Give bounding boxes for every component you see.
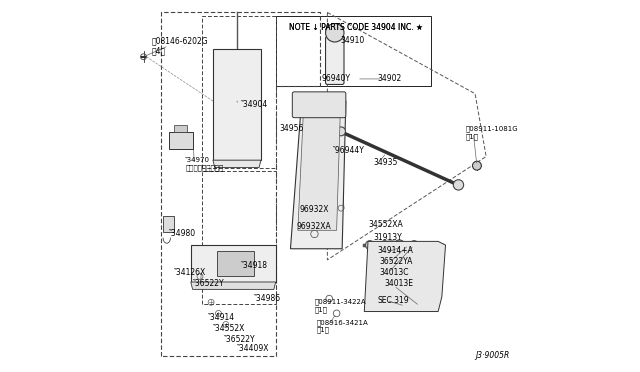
Text: ‶34409X: ‶34409X xyxy=(237,344,269,353)
Circle shape xyxy=(453,180,463,190)
Text: 31913Y: 31913Y xyxy=(374,233,403,242)
Text: 34914+A: 34914+A xyxy=(377,246,413,255)
Text: 34935: 34935 xyxy=(374,157,398,167)
Bar xyxy=(168,132,193,149)
Text: NOTE ↓ PARTS CODE 34904 INC. ★: NOTE ↓ PARTS CODE 34904 INC. ★ xyxy=(289,23,422,32)
Text: ‶34914: ‶34914 xyxy=(207,312,234,321)
Polygon shape xyxy=(191,245,276,282)
Circle shape xyxy=(380,241,389,250)
Text: ‶34918: ‶34918 xyxy=(241,261,268,270)
Text: SEC.319: SEC.319 xyxy=(377,296,409,305)
Text: 36522YA: 36522YA xyxy=(379,257,412,266)
Text: 34902: 34902 xyxy=(377,74,401,83)
Polygon shape xyxy=(213,49,261,160)
Text: ‶34126X: ‶34126X xyxy=(174,268,207,277)
Text: Ⓐ08146-6202G
〰4）: Ⓐ08146-6202G 〰4） xyxy=(152,36,209,55)
Text: ‶34980: ‶34980 xyxy=(168,230,196,238)
Polygon shape xyxy=(291,101,346,249)
Circle shape xyxy=(394,240,404,250)
Text: 34013C: 34013C xyxy=(379,268,408,277)
Text: Ⓚ08916-3421A
（1）: Ⓚ08916-3421A （1） xyxy=(316,319,368,333)
FancyBboxPatch shape xyxy=(292,92,346,118)
Bar xyxy=(216,251,253,276)
Circle shape xyxy=(326,23,344,42)
Text: 34552XA: 34552XA xyxy=(368,220,403,229)
Bar xyxy=(174,125,187,132)
Bar xyxy=(276,16,431,86)
Text: ‶96944Y: ‶96944Y xyxy=(333,147,365,155)
FancyBboxPatch shape xyxy=(326,36,344,84)
Text: NOTE ↓ PARTS CODE 34904 INC. ★: NOTE ↓ PARTS CODE 34904 INC. ★ xyxy=(289,23,422,32)
Text: ‶34552X: ‶34552X xyxy=(213,324,245,333)
Text: Ⓚ08911-3422A
（1）: Ⓚ08911-3422A （1） xyxy=(314,299,366,313)
Circle shape xyxy=(337,127,346,136)
Polygon shape xyxy=(298,112,340,230)
Circle shape xyxy=(472,161,481,170)
Text: 34910: 34910 xyxy=(340,36,365,45)
Polygon shape xyxy=(364,241,445,311)
Circle shape xyxy=(410,241,419,250)
Text: ‶36522Y: ‶36522Y xyxy=(224,335,255,344)
Text: 96932XA: 96932XA xyxy=(296,222,331,231)
Text: ‶36522Y: ‶36522Y xyxy=(193,279,224,288)
Polygon shape xyxy=(213,160,261,167)
Text: ‶34986: ‶34986 xyxy=(253,294,281,303)
Text: ‶34970
（横式部品は別売）: ‶34970 （横式部品は別売） xyxy=(185,157,223,171)
Text: ‶34904: ‶34904 xyxy=(241,100,268,109)
Circle shape xyxy=(365,241,374,250)
Text: 96932X: 96932X xyxy=(300,205,329,215)
Text: 34013E: 34013E xyxy=(385,279,413,288)
Polygon shape xyxy=(191,282,276,289)
Bar xyxy=(163,215,174,232)
Text: 96940Y: 96940Y xyxy=(322,74,351,83)
Text: J3·9005R: J3·9005R xyxy=(475,351,509,360)
Text: Ⓚ08911-1081G
（1）: Ⓚ08911-1081G （1） xyxy=(466,125,518,140)
Text: 34956: 34956 xyxy=(280,124,304,133)
